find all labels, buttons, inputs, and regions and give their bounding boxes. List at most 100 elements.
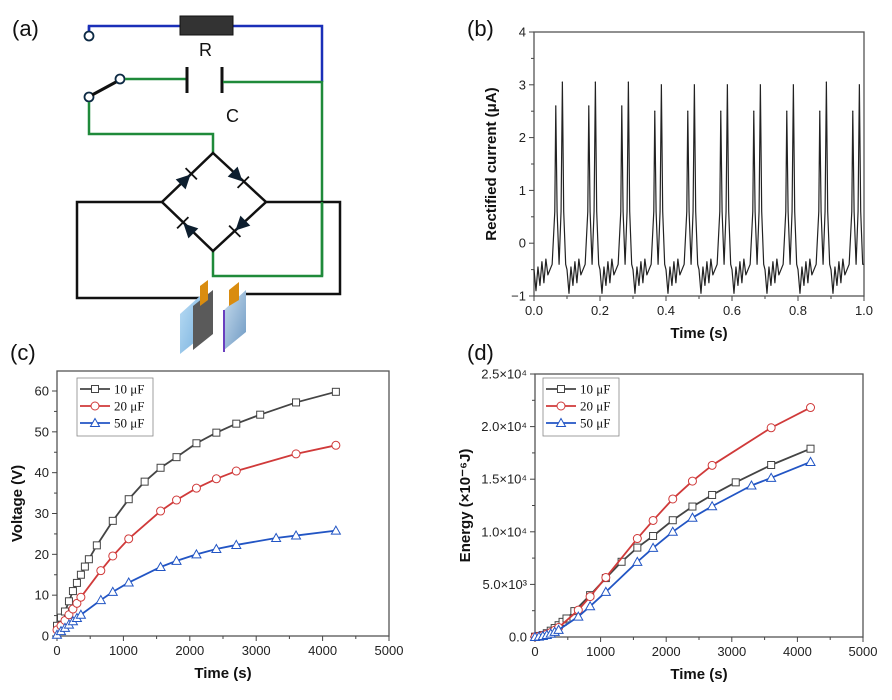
- data-point-triangle: [290, 530, 302, 540]
- panel-label-c: (c): [10, 340, 36, 365]
- y-axis-title: Rectified current (μA): [483, 87, 500, 240]
- data-point-square: [731, 478, 740, 487]
- data-point-triangle: [171, 555, 182, 565]
- axes-c: 0 1000 2000 3000 4000 5000 0 10 20 30 40 50 60 Time (…: [9, 370, 404, 682]
- resistor-wire-right: [233, 24, 324, 82]
- x-tick-label: 3000: [717, 644, 746, 659]
- data-point-triangle: [211, 543, 222, 554]
- data-point-square: [156, 463, 165, 472]
- legend-item: 50 μF: [546, 416, 610, 431]
- resistor-label: R: [199, 40, 212, 60]
- data-point-square: [331, 387, 340, 396]
- data-point-triangle: [155, 561, 166, 571]
- current-peak-point: [693, 84, 695, 86]
- data-point-circle: [648, 515, 658, 525]
- data-point-square: [708, 490, 717, 499]
- panel-label-a: (a): [12, 16, 39, 41]
- current-peak-point: [654, 110, 656, 112]
- x-tick-label: 5000: [375, 643, 404, 658]
- resistor-icon: [179, 15, 234, 36]
- data-point-circle: [172, 495, 182, 505]
- current-peak-point: [627, 81, 629, 83]
- data-point-circle: [585, 592, 595, 602]
- switch-icon: [83, 26, 126, 103]
- data-point-triangle: [230, 539, 242, 549]
- data-point-square: [68, 587, 77, 596]
- x-tick-label: 0.2: [591, 303, 609, 318]
- legend-box: [76, 377, 154, 437]
- y-tick-label: 40: [35, 465, 49, 480]
- data-point-square: [72, 578, 81, 587]
- data-point-circle: [231, 466, 241, 476]
- axes-b: 0.0 0.2 0.4 0.6 0.8 1.0 −1 0 1 2 3 4 Time (s) Rectifi…: [483, 25, 873, 343]
- x-tick-label: 1000: [109, 643, 138, 658]
- legend-item: 20 μF: [80, 399, 144, 414]
- x-tick-label: 3000: [242, 643, 271, 658]
- data-point-triangle: [107, 586, 119, 596]
- current-peak-point: [621, 105, 623, 107]
- current-peak-point: [786, 110, 788, 112]
- panel-d-chart: (d) 0 1000 2000 3000 4000 5000 0.0 5.0×10³ 1.0×1…: [457, 340, 877, 683]
- capacitor-label: C: [226, 106, 239, 126]
- teng-device-icon: [180, 280, 246, 354]
- x-tick-label: 2000: [175, 643, 204, 658]
- data-point-triangle: [270, 532, 282, 542]
- y-axis-title: Voltage (V): [9, 465, 26, 542]
- data-point-triangle: [647, 542, 659, 552]
- data-point-square: [806, 444, 815, 453]
- data-point-triangle: [600, 586, 612, 596]
- legend-item: 10 μF: [80, 382, 144, 397]
- y-tick-label: 50: [35, 424, 49, 439]
- x-tick-label: 1000: [586, 644, 615, 659]
- data-point-circle: [191, 483, 201, 493]
- legend-label: 50 μF: [580, 416, 610, 431]
- data-point-square: [256, 410, 265, 419]
- data-point-circle: [156, 506, 166, 516]
- y-axis-title: Energy (×10⁻⁶J): [457, 449, 474, 563]
- data-point-square: [688, 502, 697, 511]
- y-tick-label: 20: [35, 547, 49, 562]
- x-tick-label: 0.4: [657, 303, 675, 318]
- data-point-triangle: [572, 611, 584, 621]
- legend: 10 μF 20 μF 50 μF: [542, 377, 620, 437]
- y-tick-label: 0: [519, 236, 526, 251]
- data-point-triangle: [765, 472, 777, 482]
- data-point-square: [232, 419, 241, 428]
- data-point-circle: [687, 476, 697, 486]
- current-peak-point: [660, 84, 662, 86]
- ac-wire-right: [244, 200, 342, 296]
- data-point-square: [172, 453, 181, 462]
- y-tick-label: 0: [42, 629, 49, 644]
- x-tick-label: 0.8: [789, 303, 807, 318]
- data-point-square: [64, 597, 73, 606]
- x-tick-label: 4000: [308, 643, 337, 658]
- data-point-circle: [291, 449, 301, 459]
- current-peak-point: [825, 81, 827, 83]
- x-tick-label: 5000: [849, 644, 878, 659]
- data-point-circle: [668, 494, 678, 504]
- legend-marker: [90, 401, 100, 411]
- panel-label-b: (b): [467, 16, 494, 41]
- legend-item: 20 μF: [546, 399, 610, 414]
- data-point-square: [668, 516, 677, 525]
- x-tick-label: 0.0: [525, 303, 543, 318]
- y-tick-label: 1.5×10⁴: [481, 472, 527, 487]
- data-point-square: [212, 428, 221, 437]
- y-tick-label: 30: [35, 506, 49, 521]
- data-point-circle: [72, 598, 82, 608]
- legend-marker: [557, 385, 565, 393]
- panel-c-chart: (c) 0 1000 2000 3000 4000 5000 0 10 20 30 40 50 60 Ti…: [9, 340, 403, 682]
- legend-item: 50 μF: [80, 416, 144, 431]
- y-tick-label: 4: [519, 25, 526, 40]
- x-tick-label: 4000: [783, 644, 812, 659]
- data-point-circle: [108, 551, 118, 561]
- y-tick-label: 3: [519, 77, 526, 92]
- legend: 10 μF 20 μF 50 μF: [76, 377, 154, 437]
- data-point-triangle: [584, 600, 596, 611]
- x-tick-label: 0.6: [723, 303, 741, 318]
- data-point-triangle: [805, 456, 816, 466]
- data-point-triangle: [687, 512, 698, 522]
- data-point-square: [124, 495, 133, 504]
- data-point-circle: [601, 572, 611, 582]
- x-axis-title: Time (s): [670, 325, 727, 342]
